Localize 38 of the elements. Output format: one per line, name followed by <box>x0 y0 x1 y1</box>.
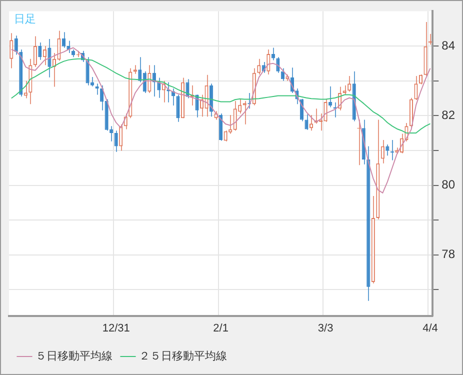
candlestick <box>38 42 42 60</box>
candlestick <box>280 68 284 82</box>
candlestick <box>348 75 352 92</box>
x-tick-label: 3/3 <box>318 322 334 334</box>
candlestick <box>14 35 18 56</box>
candlestick <box>414 75 418 100</box>
chart-title: 日足 <box>14 12 36 26</box>
legend-label: ２５日移動平均線 <box>139 349 227 362</box>
candlestick <box>386 144 390 156</box>
candlestick <box>342 84 346 96</box>
candlestick <box>176 94 180 122</box>
candlestick <box>257 58 261 76</box>
candlestick <box>114 130 118 152</box>
candlestick <box>418 74 423 85</box>
y-tick-label: 80 <box>442 178 456 192</box>
legend-label: ５日移動平均線 <box>36 349 112 362</box>
candlestick <box>309 114 314 132</box>
x-tick-label: 4/4 <box>422 322 438 334</box>
candlestick <box>224 130 228 142</box>
y-tick-label: 84 <box>442 38 456 52</box>
candlestick <box>380 140 384 164</box>
candlestick <box>304 114 308 130</box>
x-tick-label: 12/31 <box>102 322 130 334</box>
candlestick <box>157 77 161 98</box>
x-tick-label: 2/1 <box>213 322 228 334</box>
candlestick <box>86 56 90 86</box>
candlestick <box>33 36 37 68</box>
candlestick <box>228 114 232 134</box>
candlestick <box>24 80 28 99</box>
candlestick <box>110 126 114 142</box>
candlestick <box>42 46 46 66</box>
candlestick <box>328 86 332 108</box>
candlestick <box>90 76 94 87</box>
y-tick-label: 78 <box>442 247 456 262</box>
candlestick <box>62 32 66 48</box>
candlestick <box>119 124 123 152</box>
y-tick-label: 82 <box>442 108 456 122</box>
candlestick <box>238 98 242 114</box>
